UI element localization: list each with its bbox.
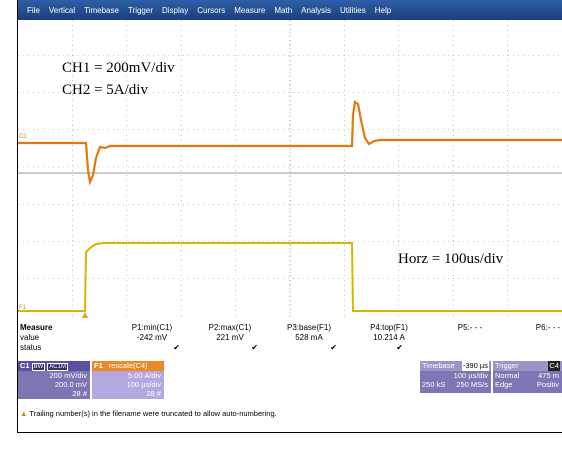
trace-c1 xyxy=(18,100,562,186)
column-value: 221 mV xyxy=(216,333,244,342)
column-name: P4:top(F1) xyxy=(370,323,408,332)
trigger-marker xyxy=(82,312,88,318)
trace-label: F1 xyxy=(19,305,27,311)
channel-header: F1 rescale(C4) xyxy=(92,361,164,371)
menu-bar: File Vertical Timebase Trigger Display Cursor… xyxy=(18,0,562,20)
timebase-title: Timebase xyxy=(422,361,455,370)
column-name: P2:max(C1) xyxy=(208,323,252,332)
channel-line: 200.0 mV xyxy=(54,380,87,389)
channel-tag: AC1M xyxy=(47,363,68,371)
menu-item[interactable]: Math xyxy=(274,5,293,15)
column-name: P1:min(C1) xyxy=(131,323,173,332)
scope-screen: CH1 = 200mV/div CH2 = 5A/div Horz = 100u… xyxy=(18,20,562,318)
column-value: 10.214 A xyxy=(373,333,405,342)
frame xyxy=(17,0,562,433)
trigger-box: Trigger C4 Normal 475 m Edge Positiv xyxy=(493,361,562,393)
trace-label: C1 xyxy=(19,134,27,140)
channel-line: 200 mV/div xyxy=(49,371,87,380)
column-status: ✔ xyxy=(173,343,180,352)
channel-line: 28 # xyxy=(72,389,87,398)
menu-item[interactable]: Display xyxy=(162,5,189,15)
menu-item[interactable]: File xyxy=(27,5,40,15)
column-value: 528 mA xyxy=(295,333,323,342)
channel-name: C1 xyxy=(20,361,30,370)
channel-name: F1 xyxy=(94,361,103,370)
column-status: ✔ xyxy=(251,343,258,352)
column-status: ✔ xyxy=(330,343,337,352)
annotation: CH1 = 200mV/div xyxy=(62,60,175,76)
menu-item[interactable]: Cursors xyxy=(197,5,226,15)
channel-line: 5.00 A/div xyxy=(128,371,161,380)
measure-title: Measure xyxy=(20,323,53,332)
column-status: ✔ xyxy=(396,343,403,352)
row-label: status xyxy=(20,343,42,352)
menu-item[interactable]: Vertical xyxy=(48,5,76,15)
menu-item[interactable]: Timebase xyxy=(84,5,119,15)
menu-item[interactable]: Help xyxy=(374,5,392,15)
timebase-offset: -390 µs xyxy=(461,361,489,371)
channel-tag: rescale(C4) xyxy=(108,361,148,370)
menu-item[interactable]: Utilities xyxy=(339,5,366,15)
row-label: value xyxy=(20,333,40,342)
column-value: -242 mV xyxy=(136,333,168,342)
trigger-source: C4 xyxy=(548,361,560,371)
menu-item[interactable]: Analysis xyxy=(301,5,331,15)
trigger-line: 475 m xyxy=(538,371,559,380)
column-name: P5:- - - xyxy=(457,323,483,332)
channel-box[interactable]: C1 BW AC1M 200 mV/div 200.0 mV 28 # xyxy=(18,361,90,399)
timebase-line: 250 kS xyxy=(422,380,446,389)
message-text: Trailing number(s) in the filename were … xyxy=(29,409,277,418)
channel-box[interactable]: F1 rescale(C4) 5.00 A/div 100 µs/div 28 # xyxy=(92,361,164,399)
menu-item[interactable]: Trigger xyxy=(127,5,153,15)
channel-tag: BW xyxy=(31,363,46,371)
annotation: Horz = 100us/div xyxy=(398,251,504,267)
channel-line: 28 # xyxy=(146,389,161,398)
column-name: P6:- - - xyxy=(535,323,561,332)
trigger-title: Trigger xyxy=(495,361,519,370)
trace-f1 xyxy=(18,242,562,312)
timebase-line: 100 µs/div xyxy=(453,371,488,380)
timebase-box: Timebase -390 µs 100 µs/div 250 kS 250 MS/… xyxy=(420,361,491,393)
annotation: CH2 = 5A/div xyxy=(62,82,148,98)
trigger-line: Positiv xyxy=(536,380,559,389)
column-name: P3:base(F1) xyxy=(286,323,332,332)
message: ▲ Trailing number(s) in the filename wer… xyxy=(20,409,277,418)
grid xyxy=(18,20,562,318)
warning-icon: ▲ xyxy=(20,409,28,418)
channel-line: 100 µs/div xyxy=(126,380,161,389)
menu-item[interactable]: Measure xyxy=(234,5,266,15)
timebase-line: 250 MS/s xyxy=(456,380,488,389)
trigger-line: Edge xyxy=(495,380,513,389)
channel-header: C1 BW AC1M xyxy=(18,361,90,371)
trigger-line: Normal xyxy=(495,371,520,380)
